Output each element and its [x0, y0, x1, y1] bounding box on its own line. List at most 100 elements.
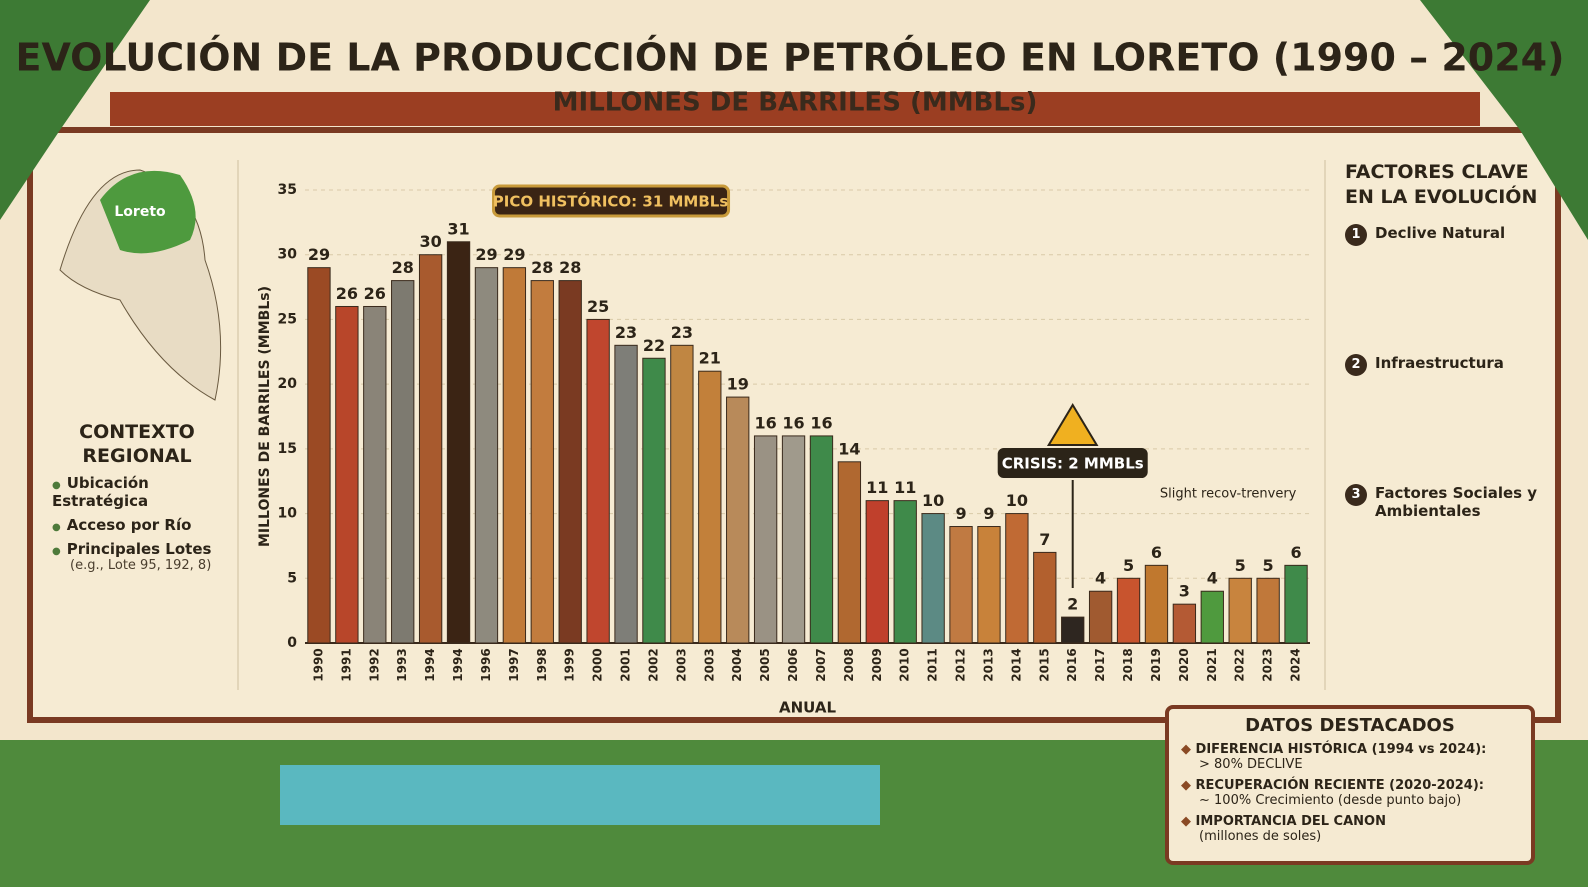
x-tick-label: 2017 [1093, 648, 1107, 681]
bar [558, 280, 582, 644]
x-tick-label: 2003 [674, 648, 688, 681]
bar [865, 500, 889, 644]
bar [1228, 577, 1252, 644]
x-tick-label: 2023 [1261, 648, 1275, 681]
data-label: 9 [955, 504, 966, 523]
annotation-box [492, 184, 731, 218]
x-tick-label: 2013 [981, 648, 995, 681]
item-detail: (millones de soles) [1199, 829, 1322, 844]
bar [781, 435, 806, 644]
y-tick-label: 10 [278, 506, 298, 522]
x-tick-label: 1994 [451, 648, 465, 681]
data-label: 19 [727, 375, 749, 394]
item-detail: > 80% DECLIVE [1199, 757, 1303, 772]
x-tick-label: 1993 [395, 648, 409, 681]
data-label: 11 [894, 478, 916, 497]
bar [363, 305, 387, 644]
x-tick-label: 2007 [814, 648, 828, 681]
bar [837, 461, 862, 644]
bar [670, 344, 694, 644]
data-label: 11 [866, 478, 888, 497]
x-tick-label: 2020 [1177, 648, 1191, 681]
item-heading: DIFERENCIA HISTÓRICA (1994 vs 2024): [1181, 742, 1486, 757]
item-text: Infraestructura [1375, 354, 1504, 372]
x-tick-label: 1996 [479, 648, 493, 681]
data-label: 23 [671, 323, 693, 342]
data-label: 26 [364, 284, 386, 303]
data-label: 30 [419, 232, 441, 251]
y-tick-label: 15 [278, 441, 297, 457]
y-tick-label: 5 [287, 570, 297, 586]
box-item: RECUPERACIÓN RECIENTE (2020-2024):~ 100%… [1181, 778, 1519, 808]
warning-icon [1046, 403, 1099, 446]
x-axis-label: ANUAL [779, 699, 836, 717]
x-tick-label: 1991 [339, 648, 353, 681]
x-tick-label: 1994 [423, 648, 437, 681]
item-number: 3 [1345, 484, 1367, 506]
title: EVOLUCIÓN DE LA PRODUCCIÓN DE PETRÓLEO E… [15, 36, 1564, 80]
x-tick-label: 2010 [898, 648, 912, 681]
x-tick-label: 2006 [786, 648, 800, 681]
data-label: 6 [1290, 543, 1301, 562]
data-label: 4 [1095, 569, 1106, 588]
data-label: 10 [1006, 491, 1028, 510]
data-label: 16 [810, 413, 832, 432]
x-tick-label: 2021 [1205, 648, 1219, 681]
data-label: 23 [615, 323, 637, 342]
bar [698, 370, 722, 644]
bar [949, 526, 973, 644]
data-label: 16 [782, 413, 804, 432]
bar [642, 357, 666, 644]
right-panel: FACTORES CLAVE EN LA EVOLUCIÓN 1 Declive … [1345, 160, 1545, 520]
item-heading: RECUPERACIÓN RECIENTE (2020-2024): [1181, 778, 1484, 793]
data-label: 9 [983, 504, 994, 523]
bar [726, 396, 750, 644]
y-tick-label: 20 [278, 376, 298, 392]
subtitle: MILLONES DE BARRILES (MMBLs) [553, 88, 1038, 118]
bar [753, 435, 778, 644]
data-label: 29 [308, 245, 330, 264]
box-item: DIFERENCIA HISTÓRICA (1994 vs 2024):> 80… [1181, 742, 1519, 772]
y-tick-label: 35 [278, 182, 297, 198]
panel-item: 2 Infraestructura [1345, 354, 1545, 376]
x-tick-label: 2018 [1121, 648, 1135, 681]
annotation-box [997, 448, 1148, 478]
bar [977, 526, 1001, 644]
x-tick-label: 1998 [535, 648, 549, 681]
box-list: DIFERENCIA HISTÓRICA (1994 vs 2024):> 80… [1181, 742, 1519, 844]
leaves [1420, 0, 1588, 240]
box-title: DATOS DESTACADOS [1245, 715, 1455, 736]
bar [586, 318, 610, 644]
map-region [100, 170, 196, 254]
data-label: 3 [1179, 582, 1190, 601]
bar [1144, 564, 1169, 644]
data-label: 29 [503, 245, 525, 264]
highlights-box: DATOS DESTACADOS DIFERENCIA HISTÓRICA (1… [1165, 705, 1535, 865]
data-label: 16 [754, 413, 776, 432]
bar [1256, 577, 1280, 644]
data-label: 21 [699, 349, 721, 368]
bar [502, 267, 527, 644]
x-tick-label: 2003 [702, 648, 716, 681]
panel-item: Acceso por Río [52, 516, 222, 534]
y-tick-label: 25 [278, 311, 297, 327]
x-tick-label: 2000 [591, 648, 605, 681]
bar [1116, 577, 1141, 644]
x-tick-label: 2005 [758, 648, 772, 681]
panel-item: Principales Lotes [52, 540, 222, 558]
data-label: 6 [1151, 543, 1162, 562]
x-tick-label: 2022 [1233, 648, 1247, 681]
bar [1061, 616, 1085, 644]
panel-title: FACTORES CLAVE EN LA EVOLUCIÓN [1345, 161, 1538, 208]
x-tick-label: 2008 [842, 648, 856, 681]
item-detail: ~ 100% Crecimiento (desde punto bajo) [1199, 793, 1462, 808]
x-tick-label: 1997 [507, 648, 521, 681]
data-label: 22 [643, 336, 665, 355]
panel-item: 1 Declive Natural [1345, 224, 1545, 246]
item-heading: IMPORTANCIA DEL CANON [1181, 814, 1386, 829]
river [280, 765, 880, 825]
y-tick-label: 0 [287, 635, 297, 651]
y-axis-label: MILLONES DE BARRILES (MMBLs) [257, 286, 273, 547]
data-label: 26 [336, 284, 358, 303]
